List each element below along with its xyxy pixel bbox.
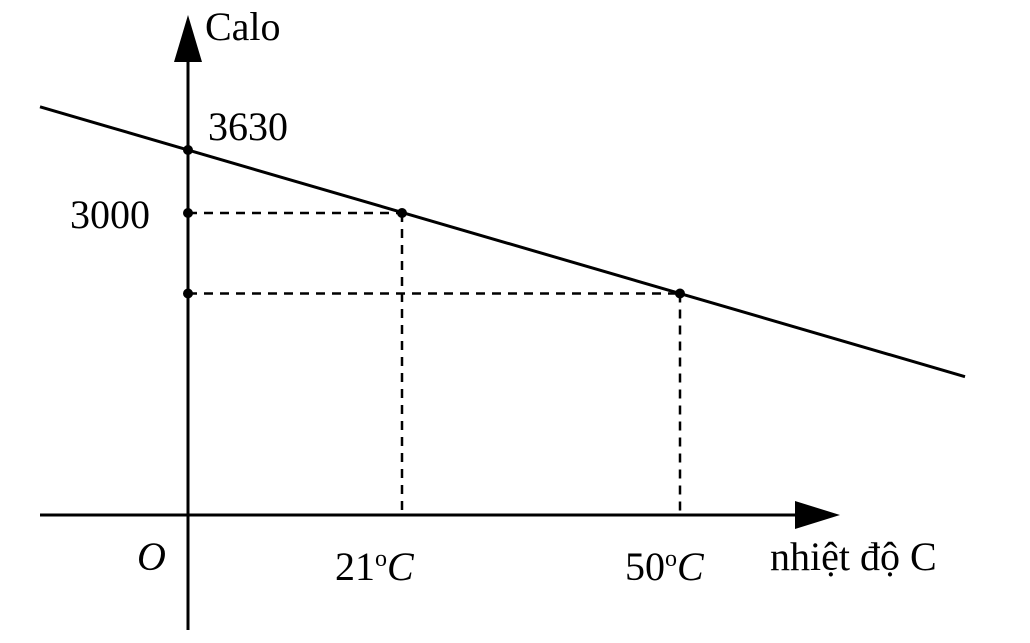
y-axis-label: Calo bbox=[205, 4, 281, 49]
x-axis-arrow bbox=[795, 501, 840, 529]
data-point-21 bbox=[397, 208, 407, 218]
data-point-0 bbox=[183, 145, 193, 155]
y-tick-label-3000: 3000 bbox=[70, 192, 150, 237]
y-tick-label-3630: 3630 bbox=[208, 104, 288, 149]
series-line bbox=[39, 105, 966, 379]
x-axis-label: nhiệt độ C bbox=[770, 534, 937, 579]
y-axis-point-21 bbox=[183, 208, 193, 218]
y-axis-arrow bbox=[174, 15, 202, 62]
x-tick-label-21: 21oC bbox=[335, 544, 415, 589]
x-tick-label-50: 50oC bbox=[625, 544, 705, 589]
origin-label: O bbox=[137, 534, 166, 579]
data-point-50 bbox=[675, 288, 685, 299]
y-axis-point-50 bbox=[183, 288, 193, 299]
